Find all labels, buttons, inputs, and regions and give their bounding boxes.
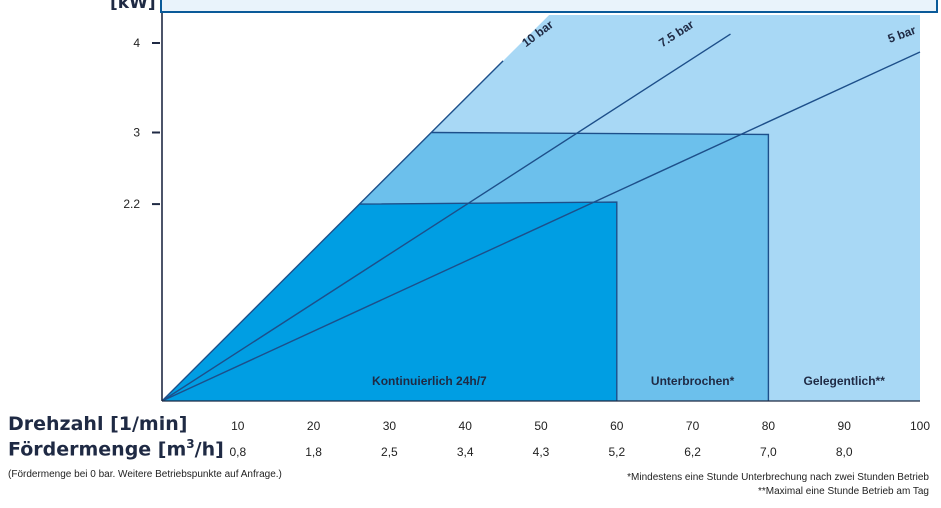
pressure-line-0 xyxy=(161,60,504,402)
note-left: (Fördermenge bei 0 bar. Weitere Betriebs… xyxy=(8,469,282,480)
note-occasional: **Maximal eine Stunde Betrieb am Tag xyxy=(757,486,929,497)
flow-tick-label-2: 2,5 xyxy=(381,445,398,459)
rpm-axis-label: Drehzahl [1/min] xyxy=(8,413,188,435)
x-tick-label-0: 10 xyxy=(231,419,245,433)
zone-border-interrupted xyxy=(431,131,770,401)
x-tick-label-6: 70 xyxy=(686,419,700,433)
flow-tick-label-7: 7,0 xyxy=(760,445,777,459)
zone-label-2: Gelegentlich** xyxy=(804,374,886,388)
flow-tick-label-8: 8,0 xyxy=(836,445,853,459)
x-tick-label-4: 50 xyxy=(534,419,548,433)
y-tick-label-1: 3 xyxy=(133,126,140,140)
x-tick-label-2: 30 xyxy=(383,419,397,433)
flow-label-end: /h] xyxy=(194,438,224,461)
zone-border-continuous xyxy=(359,201,618,401)
pressure-line-1 xyxy=(161,33,731,402)
x-tick-label-8: 90 xyxy=(838,419,852,433)
pressure-line-2 xyxy=(161,51,921,402)
flow-tick-label-5: 5,2 xyxy=(608,445,625,459)
flow-tick-label-6: 6,2 xyxy=(684,445,701,459)
zone-label-0: Kontinuierlich 24h/7 xyxy=(372,374,487,388)
note-interrupted: *Mindestens eine Stunde Unterbrechung na… xyxy=(627,472,929,483)
flow-label-superscript: 3 xyxy=(186,437,195,451)
header-frame xyxy=(160,0,938,13)
x-tick-label-9: 100 xyxy=(910,419,930,433)
y-tick-label-2: 4 xyxy=(133,36,140,50)
flow-label-main: Fördermenge [m xyxy=(8,438,187,461)
x-tick-label-3: 40 xyxy=(459,419,473,433)
x-tick-label-1: 20 xyxy=(307,419,321,433)
flow-axis-label: Fördermenge [m3/h] xyxy=(8,437,224,460)
flow-tick-label-3: 3,4 xyxy=(457,445,474,459)
flow-tick-label-1: 1,8 xyxy=(305,445,322,459)
y-tick-label-0: 2.2 xyxy=(123,197,140,211)
x-tick-label-5: 60 xyxy=(610,419,624,433)
zone-label-1: Unterbrochen* xyxy=(651,374,735,388)
flow-tick-label-4: 4,3 xyxy=(533,445,550,459)
zone-continuous xyxy=(162,202,617,401)
y-unit-label: [kW] xyxy=(110,0,156,13)
x-tick-label-7: 80 xyxy=(762,419,776,433)
flow-tick-label-0: 0,8 xyxy=(229,445,246,459)
